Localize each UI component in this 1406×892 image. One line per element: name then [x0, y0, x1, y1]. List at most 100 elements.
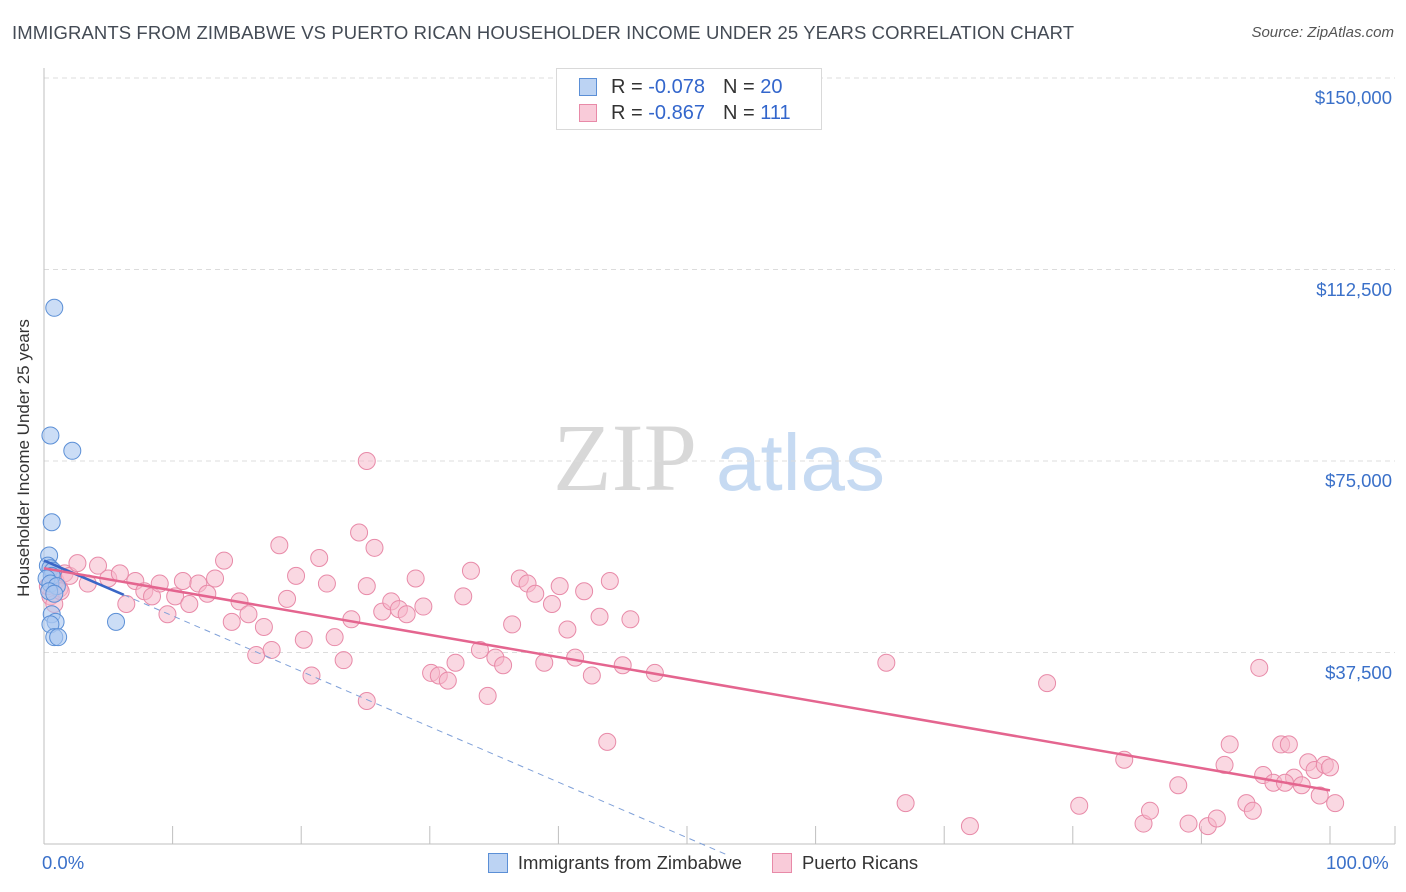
- puerto-rican-point-107: [1321, 758, 1339, 777]
- puerto-rican-point-75: [600, 572, 619, 591]
- puerto-rican-point-21: [180, 594, 199, 613]
- puerto-rican-point-96: [1250, 658, 1269, 677]
- puerto-rican-point-51: [406, 569, 425, 588]
- puerto-rican-point-73: [582, 666, 601, 685]
- zimbabwe-point-19: [49, 628, 68, 647]
- legend-row-puerto-rican: R = -0.867 N = 111: [579, 100, 791, 126]
- zimbabwe-point-0: [45, 298, 64, 317]
- puerto-rican-point-77: [613, 656, 632, 675]
- watermark: ZIP atlas: [553, 404, 885, 511]
- zimbabwe-point-3: [42, 513, 61, 532]
- puerto-rican-point-70: [558, 620, 577, 639]
- puerto-rican-point-55: [438, 671, 457, 690]
- series-legend-puerto-ricans: Puerto Ricans: [771, 852, 919, 874]
- zimbabwe-point-13: [45, 584, 64, 603]
- puerto-rican-point-88: [1169, 776, 1188, 795]
- legend-n-value: 20: [760, 75, 783, 98]
- legend-r-label: R =: [611, 101, 643, 124]
- puerto-rican-point-52: [414, 597, 433, 616]
- puerto-rican-point-25: [215, 551, 234, 570]
- puerto-rican-point-105: [1310, 786, 1329, 805]
- watermark-atlas: atlas: [716, 418, 885, 507]
- puerto-rican-point-18: [158, 605, 177, 624]
- puerto-rican-point-39: [325, 628, 344, 647]
- correlation-legend: R = -0.078 N = 20 R = -0.867 N = 111: [556, 68, 822, 130]
- puerto-rican-point-46: [357, 452, 376, 470]
- puerto-rican-point-108: [1326, 794, 1345, 813]
- puerto-rican-point-66: [526, 584, 545, 603]
- zimbabwe-point-2: [63, 441, 82, 460]
- y-tick-label-1: $75,000: [1325, 470, 1392, 491]
- puerto-rican-point-74: [590, 607, 609, 626]
- legend-swatch-pink: [579, 104, 597, 122]
- puerto-rican-point-26: [222, 612, 241, 631]
- puerto-rican-point-24: [206, 569, 225, 588]
- puerto-rican-point-76: [598, 732, 617, 751]
- puerto-rican-point-13: [117, 594, 136, 613]
- puerto-rican-point-89: [1179, 814, 1198, 833]
- puerto-rican-point-43: [357, 577, 376, 596]
- puerto-rican-point-38: [317, 574, 336, 593]
- series-swatch-pink: [771, 853, 792, 873]
- puerto-rican-point-37: [310, 549, 329, 568]
- puerto-rican-point-32: [270, 536, 289, 555]
- puerto-rican-point-40: [334, 651, 353, 670]
- puerto-rican-point-56: [446, 653, 465, 672]
- legend-r-value: -0.078: [648, 75, 705, 98]
- puerto-rican-point-31: [262, 640, 281, 659]
- puerto-rican-point-91: [1207, 809, 1226, 828]
- legend-row-zimbabwe: R = -0.078 N = 20: [579, 74, 782, 100]
- puerto-rican-point-58: [461, 561, 480, 580]
- y-tick-label-3: $150,000: [1314, 87, 1392, 108]
- x-tick-label-1: 100.0%: [1326, 852, 1389, 873]
- legend-n-label: N =: [722, 75, 755, 98]
- chart-title: IMMIGRANTS FROM ZIMBABWE VS PUERTO RICAN…: [12, 22, 1075, 43]
- puerto-rican-point-36: [302, 666, 321, 685]
- series-swatch-blue: [487, 853, 508, 873]
- puerto-rican-point-57: [454, 587, 473, 606]
- legend-n-label: N =: [722, 101, 755, 124]
- source-label: Source: ZipAtlas.com: [1251, 24, 1394, 41]
- zimbabwe-trend-solid: [43, 559, 125, 596]
- zimbabwe-point-1: [41, 426, 60, 445]
- axes: [43, 68, 1396, 845]
- series-label-zimbabwe: Immigrants from Zimbabwe: [517, 852, 742, 873]
- puerto-rican-point-80: [877, 653, 896, 672]
- x-tick-label-0: 0.0%: [42, 852, 85, 873]
- puerto-rican-point-100: [1279, 735, 1298, 754]
- puerto-rican-point-42: [350, 523, 369, 542]
- watermark-zip: ZIP: [553, 404, 697, 511]
- puerto-rican-point-81: [896, 794, 915, 813]
- zimbabwe-points: [37, 298, 126, 647]
- puerto-rican-point-68: [542, 594, 561, 613]
- puerto-rican-point-34: [287, 566, 306, 585]
- puerto-rican-point-59: [470, 640, 489, 659]
- puerto-rican-point-72: [575, 582, 594, 601]
- legend-r-label: R =: [611, 75, 643, 98]
- puerto-rican-point-33: [278, 589, 297, 608]
- puerto-rican-trend-solid: [43, 567, 1331, 792]
- series-legend: Immigrants from Zimbabwe Puerto Ricans: [0, 852, 1406, 874]
- puerto-rican-point-83: [1038, 674, 1057, 693]
- puerto-rican-point-50: [397, 605, 416, 624]
- puerto-rican-point-95: [1243, 801, 1262, 820]
- puerto-rican-point-84: [1070, 796, 1089, 815]
- puerto-rican-point-35: [294, 630, 313, 649]
- puerto-rican-point-62: [494, 656, 513, 675]
- puerto-rican-point-10: [89, 556, 108, 575]
- legend-r-value: -0.867: [648, 101, 705, 124]
- puerto-rican-point-87: [1140, 801, 1159, 820]
- puerto-rican-point-23: [198, 584, 217, 603]
- puerto-rican-point-20: [173, 572, 192, 591]
- zimbabwe-point-17: [107, 612, 126, 631]
- series-legend-zimbabwe: Immigrants from Zimbabwe: [487, 852, 742, 874]
- puerto-rican-point-71: [566, 648, 585, 667]
- gridlines: [44, 77, 1395, 653]
- puerto-rican-point-8: [68, 554, 87, 573]
- legend-swatch-blue: [579, 78, 597, 96]
- puerto-rican-point-60: [478, 686, 497, 705]
- legend-n-value: 111: [760, 101, 791, 124]
- puerto-rican-point-47: [357, 692, 376, 711]
- puerto-rican-point-30: [254, 617, 273, 636]
- series-label-puerto-ricans: Puerto Ricans: [801, 852, 919, 873]
